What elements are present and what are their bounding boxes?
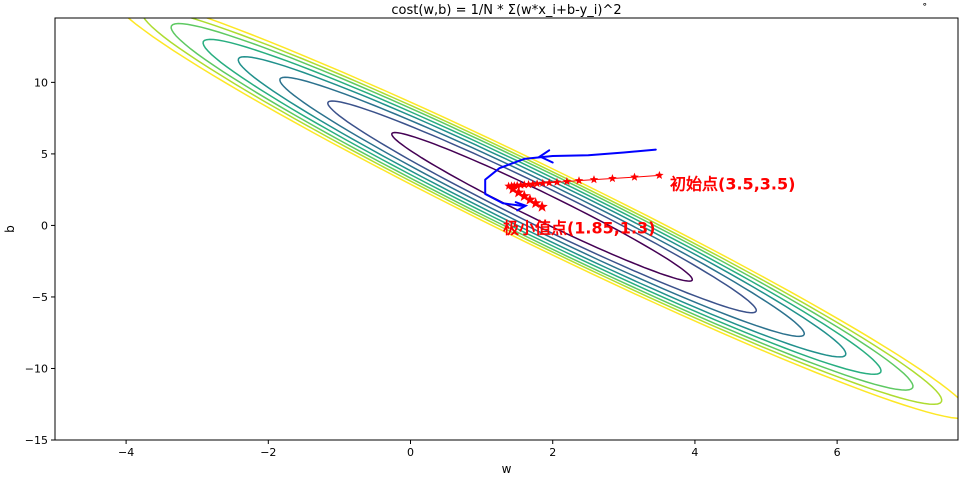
x-tick-label: −2: [260, 446, 276, 459]
descent-path: [504, 170, 664, 212]
y-tick-label: −15: [25, 434, 48, 447]
arrow-stroke: [484, 148, 657, 208]
x-axis-label: w: [502, 462, 512, 476]
plot-frame: [54, 17, 959, 441]
contour-level-6: [170, 22, 914, 391]
contour-level-4: [237, 55, 847, 358]
x-tick-label: 6: [834, 446, 841, 459]
descent-point: [562, 177, 572, 186]
y-tick-label: 0: [41, 219, 48, 232]
y-tick-label: 5: [41, 148, 48, 161]
annotation-1: 初始点(3.5,3.5): [670, 175, 795, 194]
descent-point: [544, 178, 554, 187]
x-tick-label: 4: [691, 446, 698, 459]
descent-point: [524, 193, 536, 205]
arrowhead-top: [537, 149, 554, 164]
annotations: 初始点(3.5,3.5) 极小值点(1.85,1.3): [503, 175, 795, 238]
descent-point: [532, 179, 542, 188]
descent-point: [630, 172, 639, 181]
descent-point: [512, 186, 525, 198]
descent-point: [574, 176, 584, 185]
descent-point: [520, 180, 529, 189]
descent-point: [529, 197, 542, 209]
descent-point: [538, 178, 547, 187]
y-tick-label: −10: [25, 362, 48, 375]
contour-level-1: [391, 131, 694, 282]
x-tick-label: −4: [118, 446, 134, 459]
descent-point: [507, 182, 519, 194]
x-tick-label: 2: [549, 446, 556, 459]
arrowhead-bottom: [514, 201, 529, 212]
descent-point: [518, 190, 530, 201]
y-tick-label: 10: [34, 76, 48, 89]
x-tick-label: 0: [407, 446, 414, 459]
contour-level-5: [202, 38, 882, 376]
descent-point: [608, 174, 617, 183]
annotation-2: 极小值点(1.85,1.3): [503, 218, 656, 237]
y-tick-label: −5: [32, 291, 48, 304]
descent-point: [524, 180, 533, 189]
x-axis-ticks: −4 −2 0 2 4 6: [118, 440, 841, 459]
descent-point: [528, 179, 538, 188]
descent-point: [536, 200, 548, 212]
y-axis-label: b: [3, 225, 17, 233]
contour-level-2: [327, 100, 758, 314]
y-axis-ticks: −15 −10 −5 0 5 10: [25, 76, 55, 447]
descent-point: [655, 170, 664, 179]
contour-lines: [127, 18, 958, 420]
contour-level-7: [143, 18, 943, 406]
descent-point: [504, 181, 513, 190]
corner-mark: ˚: [922, 2, 928, 15]
chart-title: cost(w,b) = 1/N * Σ(w*x_i+b-y_i)^2: [391, 3, 621, 18]
contour-level-3: [279, 76, 806, 338]
handwritten-arrow: [484, 148, 657, 212]
descent-point: [552, 177, 562, 186]
contour-level-8: [127, 18, 958, 420]
descent-point: [516, 180, 525, 189]
descent-point: [589, 175, 599, 184]
